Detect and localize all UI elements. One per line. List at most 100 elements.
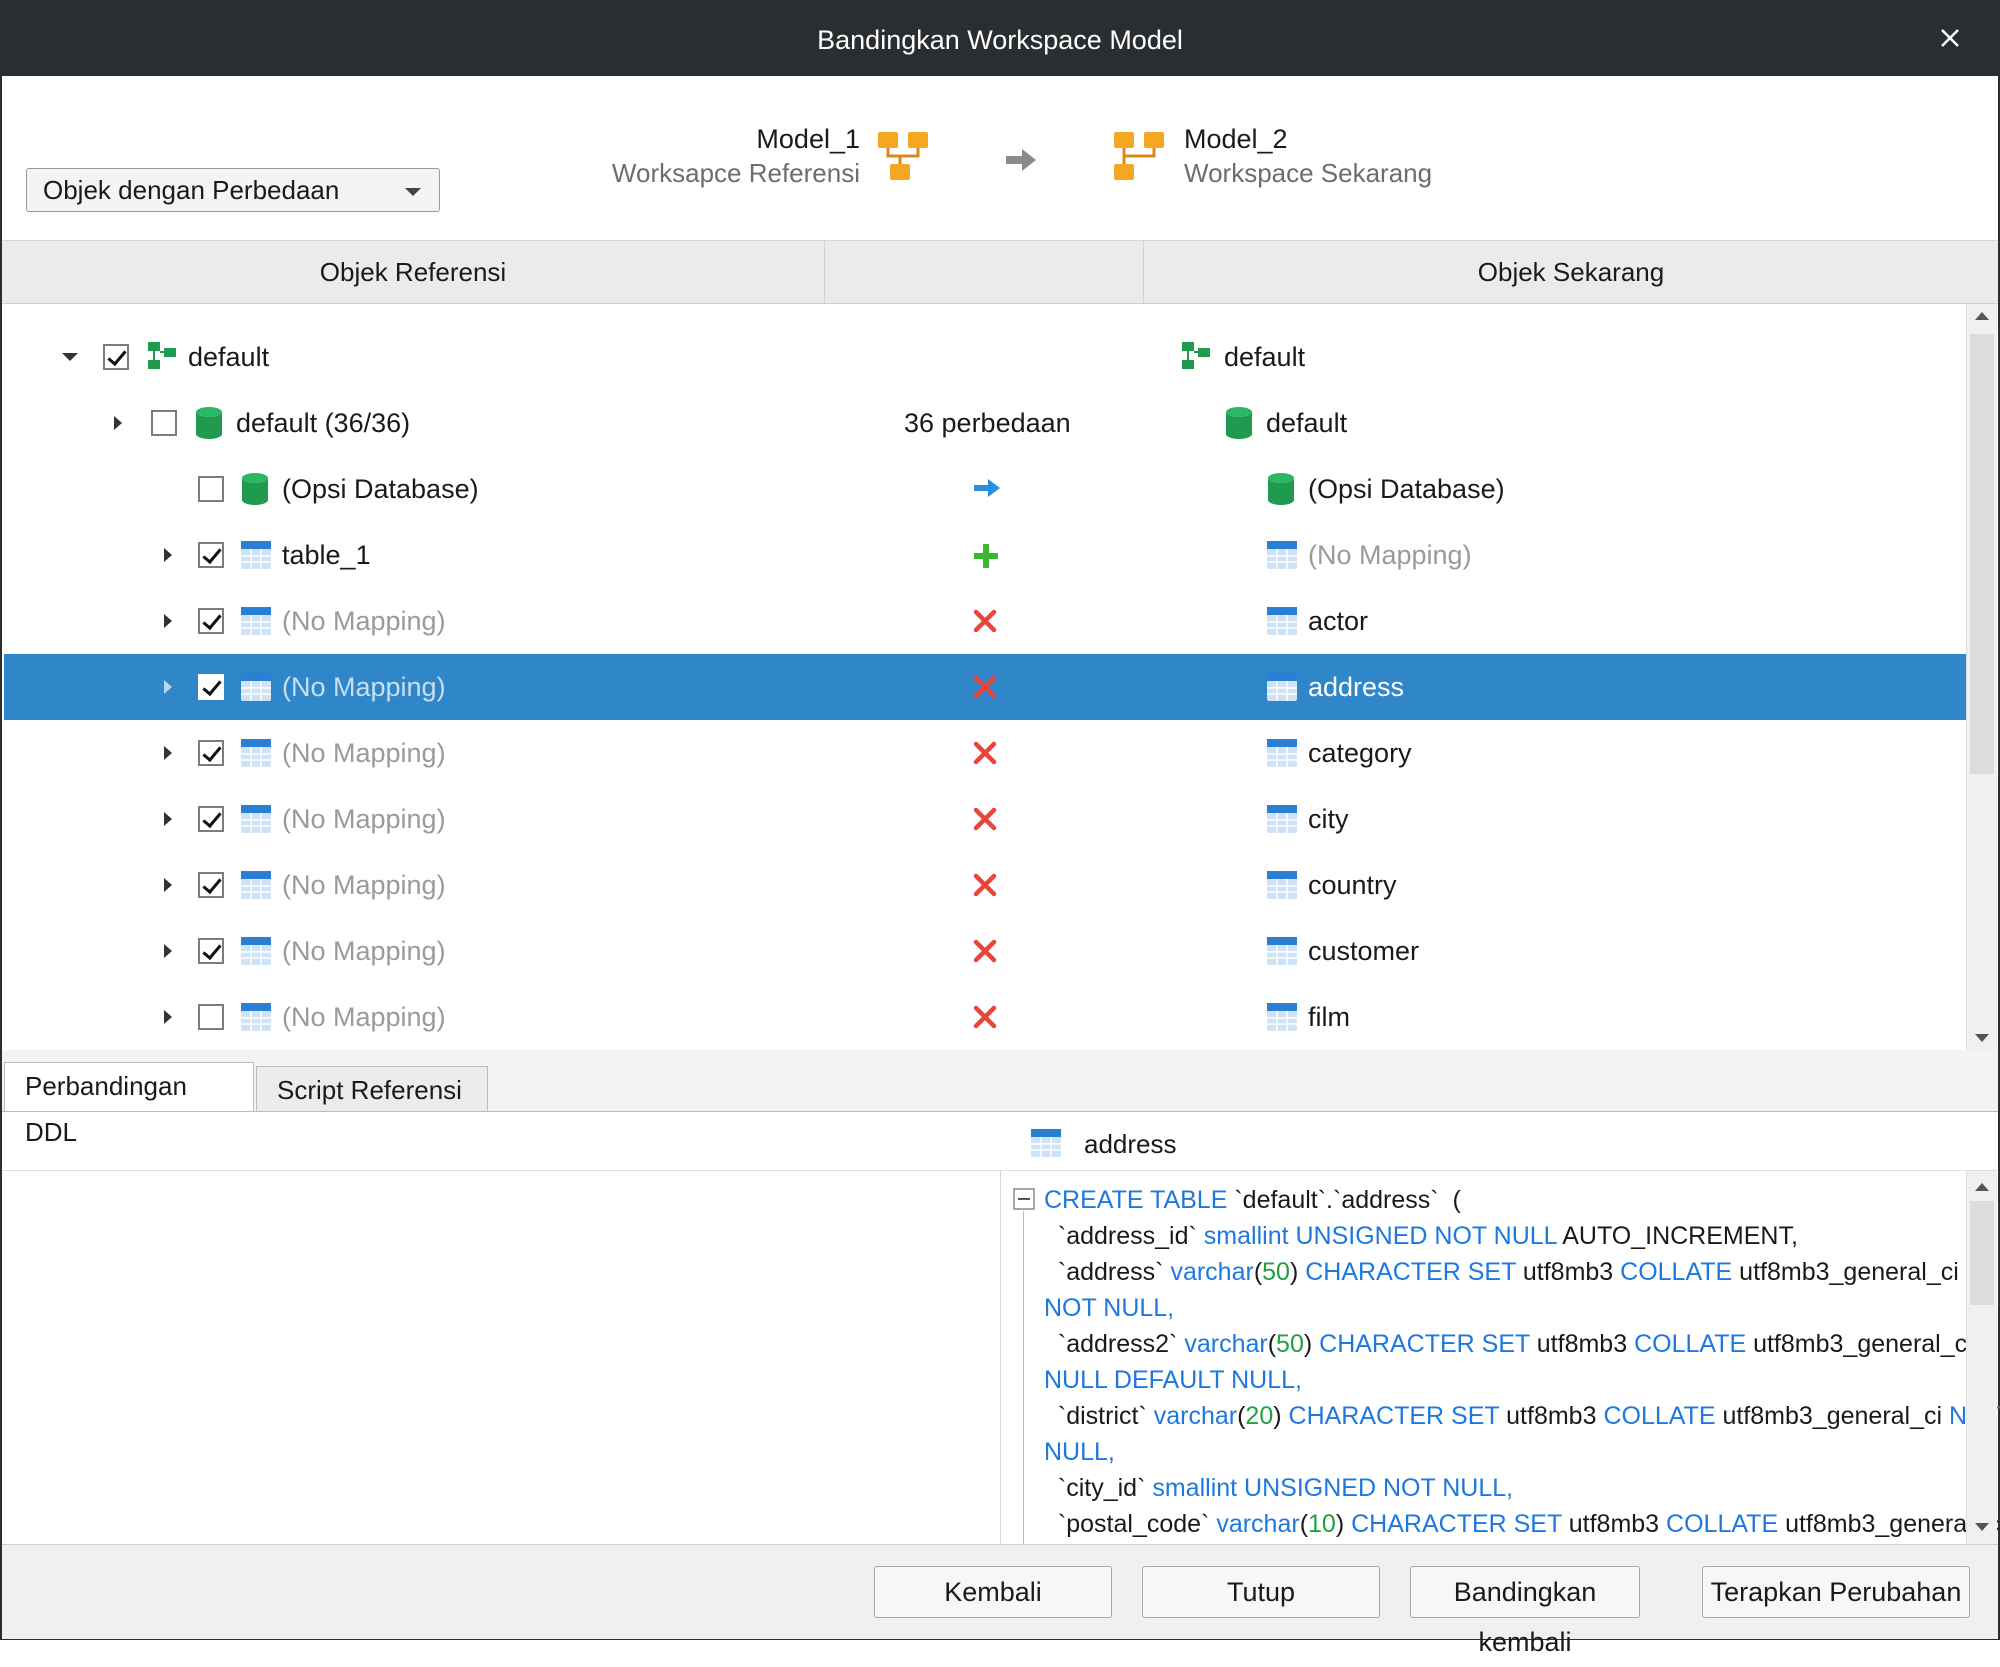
sql-text: (	[1299, 1510, 1309, 1538]
ddl-left-pane[interactable]	[2, 1171, 1001, 1544]
status-remove-icon	[972, 872, 998, 903]
window-title: Bandingkan Workspace Model	[817, 25, 1183, 55]
ddl-scrollbar-thumb[interactable]	[1970, 1201, 1994, 1305]
status-remove-icon	[972, 938, 998, 969]
collapse-icon[interactable]	[62, 353, 78, 361]
fold-icon[interactable]	[1013, 1188, 1035, 1210]
source-model-name: Model_1	[756, 124, 860, 154]
expand-icon[interactable]	[164, 746, 172, 760]
column-current[interactable]: Objek Sekarang	[1477, 257, 1665, 287]
filter-dropdown-value: Objek dengan Perbedaan	[43, 175, 340, 205]
object-left-label: (Opsi Database)	[282, 474, 479, 504]
ddl-code-line: NULL,	[1044, 1434, 1115, 1470]
ddl-code-line: CREATE TABLE `default`.`address` (	[1044, 1182, 1461, 1218]
expand-icon[interactable]	[164, 878, 172, 892]
status-update-icon	[972, 476, 1002, 505]
table-icon	[1266, 540, 1298, 575]
close-button[interactable]: Tutup	[1142, 1566, 1380, 1618]
object-right-label: city	[1308, 804, 1349, 834]
sql-keyword: smallint UNSIGNED NOT NULL,	[1152, 1474, 1514, 1502]
object-left-label: (No Mapping)	[282, 606, 446, 636]
expand-icon[interactable]	[114, 416, 122, 430]
root-checkbox[interactable]	[103, 344, 129, 370]
ddl-scrollbar[interactable]	[1966, 1171, 1997, 1544]
object-right-label: address	[1308, 672, 1405, 702]
scroll-up-icon[interactable]	[1975, 312, 1989, 320]
filter-dropdown[interactable]: Objek dengan Perbedaan	[26, 168, 440, 212]
close-icon[interactable]	[1930, 18, 1970, 58]
object-checkbox[interactable]	[198, 542, 224, 568]
table-icon	[240, 1002, 272, 1037]
expand-icon[interactable]	[164, 944, 172, 958]
object-checkbox[interactable]	[198, 740, 224, 766]
tree-row-object[interactable]: table_1 (No Mapping)	[4, 522, 1966, 588]
sql-text: utf8mb3	[1515, 1258, 1621, 1286]
database-icon	[1226, 407, 1252, 439]
object-checkbox[interactable]	[198, 938, 224, 964]
tree-row-object[interactable]: (No Mapping) city	[4, 786, 1966, 852]
tree-scrollbar[interactable]	[1966, 304, 1997, 1050]
title-bar: Bandingkan Workspace Model	[0, 0, 2000, 76]
tree-row-root[interactable]: default default	[4, 324, 1966, 390]
tab-reference-script[interactable]: Script Referensi	[256, 1066, 488, 1112]
expand-icon[interactable]	[164, 614, 172, 628]
table-icon	[1266, 804, 1298, 839]
object-left-label: table_1	[282, 540, 371, 570]
ddl-code-line: `address2` varchar(50) CHARACTER SET utf…	[1044, 1326, 1973, 1362]
sql-keyword: COLLATE	[1603, 1402, 1716, 1430]
object-checkbox[interactable]	[198, 806, 224, 832]
scroll-up-icon[interactable]	[1975, 1183, 1989, 1191]
table-icon	[1266, 606, 1298, 641]
expand-icon[interactable]	[164, 680, 172, 694]
root-left-label: default	[188, 342, 270, 372]
tree-row-object[interactable]: (Opsi Database) (Opsi Database)	[4, 456, 1966, 522]
sql-keyword: varchar	[1170, 1258, 1254, 1286]
object-checkbox[interactable]	[198, 608, 224, 634]
sql-text: (	[1253, 1258, 1263, 1286]
sql-text: `city_id`	[1044, 1474, 1153, 1502]
schema-checkbox[interactable]	[151, 410, 177, 436]
sql-text: `address_id`	[1044, 1222, 1204, 1250]
table-icon	[1266, 672, 1298, 707]
database-icon	[240, 472, 270, 511]
object-checkbox[interactable]	[198, 674, 224, 700]
tree-row-object[interactable]: (No Mapping) actor	[4, 588, 1966, 654]
ddl-right-pane[interactable]	[1001, 1171, 1965, 1544]
table-icon	[1266, 1002, 1298, 1037]
sql-keyword: COLLATE	[1620, 1258, 1733, 1286]
tab-ddl-comparison[interactable]: Perbandingan DDL	[4, 1062, 254, 1147]
sql-text: )	[1289, 1258, 1306, 1286]
sql-text: )	[1303, 1330, 1320, 1358]
schema-diff-count: 36 perbedaan	[904, 408, 1071, 438]
tree-row-object[interactable]: (No Mapping) customer	[4, 918, 1966, 984]
object-checkbox[interactable]	[198, 1004, 224, 1030]
compare-again-button[interactable]: Bandingkan kembali	[1410, 1566, 1640, 1657]
scroll-down-icon[interactable]	[1975, 1523, 1989, 1531]
sql-keyword: smallint UNSIGNED NOT NULL	[1203, 1222, 1557, 1250]
expand-icon[interactable]	[164, 548, 172, 562]
ddl-code-line: `address_id` smallint UNSIGNED NOT NULL …	[1044, 1218, 1798, 1254]
tree-scrollbar-thumb[interactable]	[1970, 334, 1994, 774]
tree-row-object[interactable]: (No Mapping) address	[4, 654, 1966, 720]
tree-row-object[interactable]: (No Mapping) country	[4, 852, 1966, 918]
object-left-label: (No Mapping)	[282, 870, 446, 900]
column-reference[interactable]: Objek Referensi	[319, 257, 507, 287]
model-icon	[878, 132, 928, 180]
object-right-label: customer	[1308, 936, 1420, 966]
scroll-down-icon[interactable]	[1975, 1034, 1989, 1042]
object-checkbox[interactable]	[198, 872, 224, 898]
back-button[interactable]: Kembali	[874, 1566, 1112, 1618]
tree-row-object[interactable]: (No Mapping) film	[4, 984, 1966, 1050]
apply-changes-button[interactable]: Terapkan Perubahan	[1702, 1566, 1970, 1618]
expand-icon[interactable]	[164, 812, 172, 826]
sql-text: utf8mb3_general_ci	[1778, 1510, 2000, 1538]
object-right-label: film	[1308, 1002, 1350, 1032]
column-middle[interactable]	[825, 241, 1143, 303]
table-icon	[240, 606, 272, 641]
sql-text: )	[1335, 1510, 1352, 1538]
expand-icon[interactable]	[164, 1010, 172, 1024]
tree-row-object[interactable]: (No Mapping) category	[4, 720, 1966, 786]
tree-row-schema[interactable]: default (36/36) 36 perbedaan default	[4, 390, 1966, 456]
object-checkbox[interactable]	[198, 476, 224, 502]
target-model-subtitle: Workspace Sekarang	[1184, 158, 1433, 188]
